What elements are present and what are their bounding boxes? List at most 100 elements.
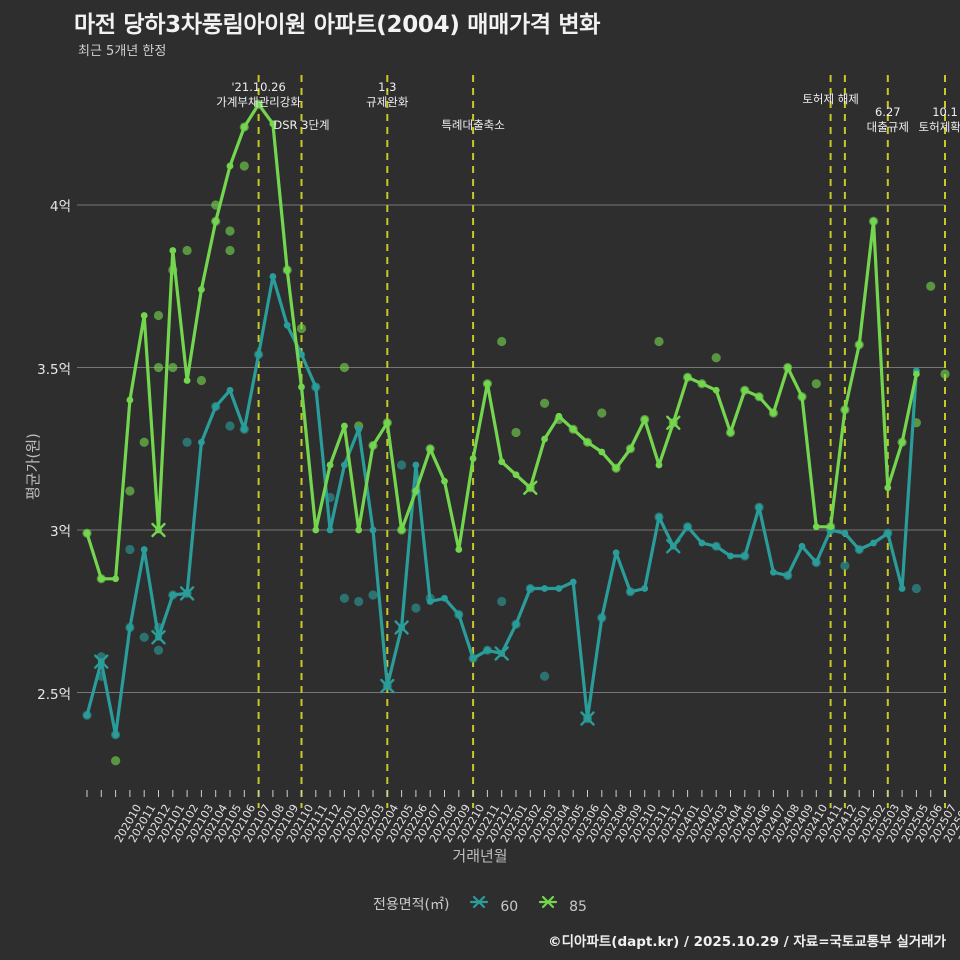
legend-item-60[interactable]: 60 xyxy=(468,893,518,915)
series-x-marker xyxy=(494,646,509,661)
series-vertex xyxy=(741,552,749,560)
series-vertex xyxy=(827,523,834,531)
series-vertex xyxy=(383,419,391,427)
scatter-point xyxy=(540,398,550,408)
event-annotation: 10.1토허제확대 xyxy=(919,105,960,135)
scatter-point xyxy=(354,596,364,607)
legend-item-85[interactable]: 85 xyxy=(537,893,587,915)
event-annotation: '21.10.26 가계부채관리강화 xyxy=(216,80,301,110)
page-title: 마전 당하3차풍림아이원 아파트(2004) 매매가격 변화 xyxy=(74,12,601,38)
series-vertex xyxy=(498,458,506,466)
series-vertex xyxy=(455,611,463,618)
series-vertex xyxy=(112,731,119,739)
series-vertex xyxy=(326,526,334,534)
series-vertex xyxy=(812,559,820,566)
series-vertex xyxy=(83,529,91,537)
footer-credit: ©디아파트(dapt.kr) / 2025.10.29 / 자료=국토교통부 실… xyxy=(548,934,946,950)
series-vertex xyxy=(913,370,920,378)
scatter-point xyxy=(153,645,164,655)
series-vertex xyxy=(512,620,520,628)
series-vertex xyxy=(598,614,606,622)
series-vertex xyxy=(240,425,248,433)
series-vertex xyxy=(97,575,105,583)
legend-title: 전용면적(㎡) xyxy=(373,897,450,913)
series-vertex xyxy=(712,386,720,394)
series-vertex xyxy=(712,542,720,550)
series-vertex xyxy=(469,455,477,462)
series-vertex xyxy=(612,464,620,472)
series-vertex xyxy=(426,598,434,605)
annotation-text: 규제완화 xyxy=(366,95,409,109)
series-vertex xyxy=(255,351,262,358)
scatter-point xyxy=(411,603,421,613)
scatter-point xyxy=(296,323,307,334)
series-vertex xyxy=(169,591,177,599)
scatter-point xyxy=(540,671,550,681)
series-vertex xyxy=(584,438,591,446)
scatter-point xyxy=(926,281,936,291)
series-vertex xyxy=(412,461,420,469)
series-vertex xyxy=(355,526,363,534)
series-x-marker xyxy=(523,480,538,495)
event-annotation: DSR 3단계 xyxy=(273,118,329,133)
series-vertex xyxy=(426,445,434,453)
series-vertex xyxy=(512,471,520,479)
legend-marker-icon xyxy=(538,895,557,909)
series-vertex xyxy=(412,487,420,495)
annotation-date: 6.27 xyxy=(874,105,901,119)
series-vertex xyxy=(727,429,734,436)
series-vertex xyxy=(226,162,234,170)
series-vertex xyxy=(698,380,706,388)
annotation-text: 토허제확대 xyxy=(918,120,960,134)
scatter-point xyxy=(339,362,349,373)
series-vertex xyxy=(612,549,620,557)
series-vertex xyxy=(441,594,448,602)
series-vertex xyxy=(441,477,448,485)
series-vertex xyxy=(240,123,248,131)
y-tick-label: 3억 xyxy=(49,524,71,540)
series-vertex xyxy=(698,539,706,547)
series-x-marker xyxy=(666,415,681,430)
series-vertex xyxy=(855,546,863,553)
series-vertex xyxy=(140,546,148,553)
series-vertex xyxy=(798,393,806,401)
scatter-point xyxy=(654,336,664,347)
series-vertex xyxy=(283,266,291,274)
scatter-point xyxy=(497,336,507,347)
series-vertex xyxy=(212,217,220,225)
scatter-point xyxy=(511,427,521,438)
series-vertex xyxy=(526,585,534,592)
series-vertex xyxy=(212,403,220,410)
series-vertex xyxy=(126,624,134,631)
series-x-marker xyxy=(666,539,681,554)
series-vertex xyxy=(112,575,119,583)
series-vertex xyxy=(541,435,548,443)
series-vertex xyxy=(169,247,177,254)
y-tick-label: 2.5억 xyxy=(37,686,71,703)
series-vertex xyxy=(469,654,477,662)
annotation-text: DSR 3단계 xyxy=(273,118,330,132)
series-vertex xyxy=(898,438,906,446)
scatter-point xyxy=(940,369,950,379)
series-vertex xyxy=(369,526,377,534)
scatter-point xyxy=(153,310,164,321)
scatter-point xyxy=(840,561,850,571)
series-vertex xyxy=(312,526,320,534)
series-vertex xyxy=(770,409,777,417)
series-vertex xyxy=(655,461,663,469)
scatter-point xyxy=(182,245,192,256)
scatter-point xyxy=(397,460,407,470)
legend-marker-icon xyxy=(469,895,489,909)
series-vertex xyxy=(598,448,606,456)
series-vertex xyxy=(455,546,463,553)
series-vertex xyxy=(269,273,277,280)
series-vertex xyxy=(855,341,863,349)
annotation-date: 1.3 xyxy=(378,80,397,94)
scatter-point xyxy=(225,245,235,256)
scatter-point xyxy=(225,226,235,236)
series-vertex xyxy=(841,406,849,414)
series-vertex xyxy=(884,529,892,537)
scatter-point xyxy=(239,161,249,171)
annotation-text: 가계부채관리강화 xyxy=(216,95,301,109)
